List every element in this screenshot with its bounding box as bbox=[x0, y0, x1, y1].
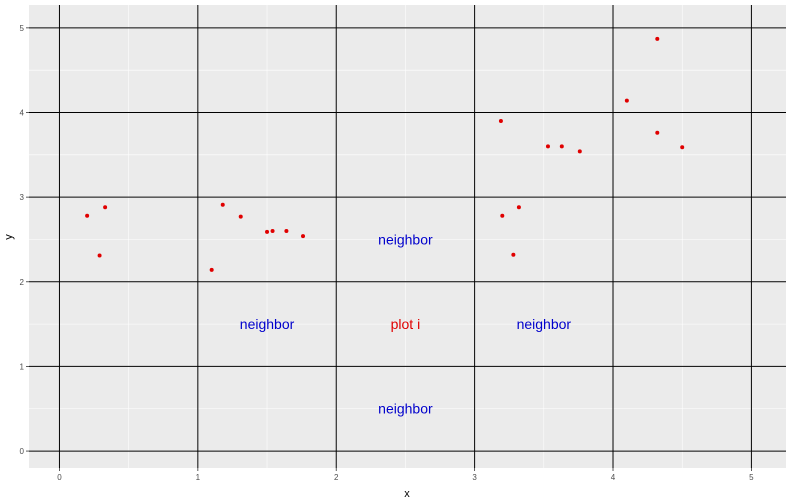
data-point bbox=[511, 252, 516, 257]
x-axis-title: x bbox=[404, 488, 410, 500]
x-tick-label: 5 bbox=[749, 473, 754, 482]
data-point bbox=[85, 213, 90, 218]
data-point bbox=[545, 144, 550, 149]
annotations: neighbor neighbor plot i neighbor neighbor bbox=[240, 231, 572, 416]
annotation-label: neighbor bbox=[517, 316, 572, 332]
y-axis-ticks: 0 1 2 3 4 5 bbox=[20, 24, 29, 456]
y-tick-label: 3 bbox=[20, 193, 25, 202]
data-point bbox=[270, 228, 275, 233]
panel-background bbox=[29, 5, 786, 468]
y-tick-label: 1 bbox=[20, 362, 25, 371]
data-point bbox=[209, 267, 214, 272]
y-tick-label: 0 bbox=[20, 447, 25, 456]
annotation-label: neighbor bbox=[378, 231, 433, 247]
data-point bbox=[559, 144, 564, 149]
data-point bbox=[680, 145, 685, 150]
annotation-label: neighbor bbox=[240, 316, 295, 332]
x-axis-ticks: 0 1 2 3 4 5 bbox=[57, 468, 754, 482]
data-points bbox=[85, 36, 685, 272]
x-tick-label: 1 bbox=[196, 473, 201, 482]
data-point bbox=[577, 149, 582, 154]
data-point bbox=[498, 118, 503, 123]
x-tick-label: 2 bbox=[334, 473, 339, 482]
data-point bbox=[624, 98, 629, 103]
y-tick-label: 5 bbox=[20, 24, 25, 33]
x-tick-label: 4 bbox=[611, 473, 616, 482]
data-point bbox=[103, 205, 108, 210]
data-point bbox=[220, 202, 225, 207]
data-point bbox=[238, 214, 243, 219]
data-point bbox=[265, 229, 270, 234]
y-tick-label: 2 bbox=[20, 278, 25, 287]
minor-gridlines bbox=[29, 5, 786, 468]
data-point bbox=[97, 253, 102, 258]
data-point bbox=[284, 228, 289, 233]
x-tick-label: 3 bbox=[472, 473, 477, 482]
data-point bbox=[516, 205, 521, 210]
cell-boundary-lines bbox=[29, 5, 786, 468]
data-point bbox=[500, 213, 505, 218]
x-tick-label: 0 bbox=[57, 473, 62, 482]
y-tick-label: 4 bbox=[20, 108, 25, 117]
annotation-label: neighbor bbox=[378, 401, 433, 417]
data-point bbox=[301, 234, 306, 239]
data-point bbox=[655, 130, 660, 135]
y-axis-title: y bbox=[3, 234, 15, 240]
data-point bbox=[655, 36, 660, 41]
annotation-label: plot i bbox=[391, 316, 421, 332]
